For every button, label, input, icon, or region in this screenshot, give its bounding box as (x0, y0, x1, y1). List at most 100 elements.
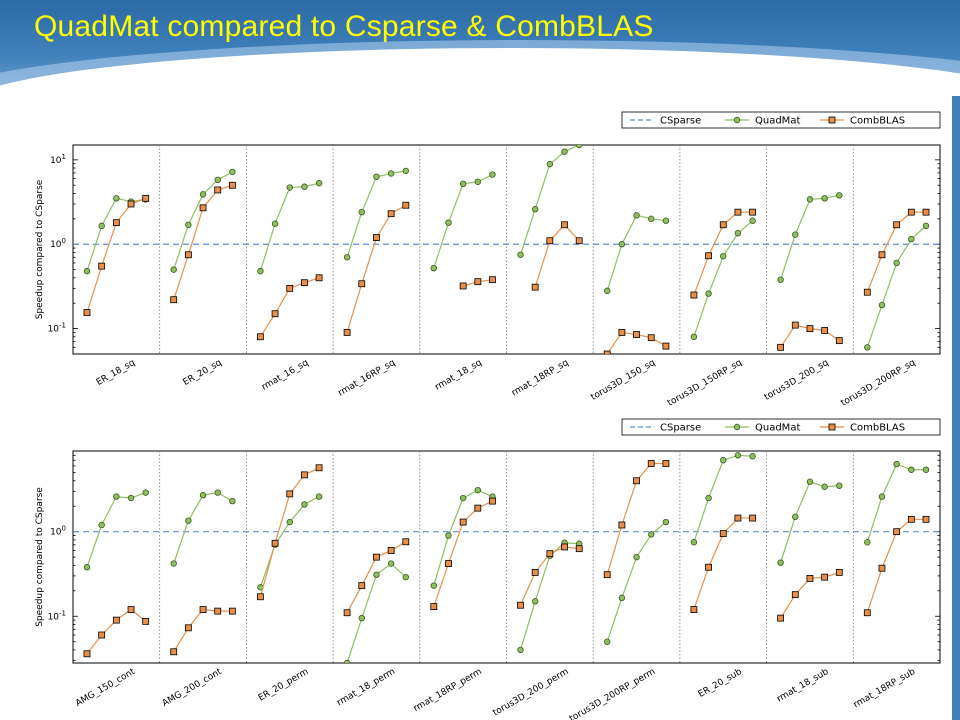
quadmat-point (199, 191, 207, 198)
x-category-label: rmat_18RP_sq (510, 358, 570, 399)
combblas-point (517, 601, 524, 609)
y-tick-exponent: 1 (62, 153, 66, 161)
combblas-line-rmat_18RP_sq (534, 223, 580, 288)
quadmat-point (604, 287, 611, 295)
combblas-point (893, 528, 901, 536)
quadmat-point (648, 531, 655, 538)
combblas-point (402, 538, 410, 546)
combblas-point (734, 208, 742, 216)
quadmat-point (170, 266, 177, 273)
y-tick-exponent: -1 (59, 322, 66, 330)
combblas-point (228, 181, 236, 189)
combblas-point (633, 477, 640, 485)
combblas-point (531, 569, 539, 576)
quadmat-point (301, 183, 308, 190)
x-category-label: rmat_16RP_sq (337, 358, 397, 399)
combblas-point (806, 575, 814, 582)
legend-combblas-marker (828, 116, 836, 124)
combblas-point (184, 624, 192, 632)
combblas-point (387, 547, 395, 554)
right-accent-bar (952, 96, 960, 720)
quadmat-point (908, 466, 915, 473)
quadmat-point (705, 290, 712, 297)
quadmat-point (893, 259, 900, 267)
combblas-point (271, 539, 279, 547)
quadmat-point (720, 253, 727, 260)
quadmat-point (315, 179, 323, 187)
combblas-point (214, 186, 222, 194)
combblas-point (835, 569, 843, 576)
combblas-point (907, 515, 915, 523)
quadmat-point (546, 160, 554, 168)
legend-box (621, 418, 941, 436)
quadmat-point (358, 208, 365, 216)
combblas-point (199, 606, 207, 613)
combblas-point (749, 208, 756, 216)
y-axis-label: Speedup compared to CSparse (35, 487, 45, 627)
combblas-point (489, 497, 496, 505)
y-tick-exponent: 0 (62, 237, 66, 245)
quadmat-point (343, 254, 351, 261)
combblas-point (170, 296, 178, 304)
quadmat-point (170, 560, 177, 567)
combblas-point (863, 609, 871, 617)
combblas-point (821, 327, 829, 334)
combblas-point (705, 563, 712, 571)
combblas-point (387, 210, 395, 218)
combblas-point (358, 280, 366, 288)
combblas-point (98, 262, 106, 270)
quadmat-point (821, 483, 828, 490)
combblas-point (343, 609, 351, 617)
quadmat-point (214, 176, 221, 184)
combblas-point (618, 521, 626, 529)
combblas-point (184, 251, 192, 259)
combblas-point (749, 514, 756, 522)
legend-label: QuadMat (755, 423, 800, 434)
combblas-point (474, 504, 482, 512)
quadmat-point (343, 659, 351, 663)
quadmat-point (373, 571, 380, 578)
slide-title: QuadMat compared to Csparse & CombBLAS (34, 10, 654, 43)
quadmat-point (83, 564, 91, 571)
combblas-point (791, 321, 799, 329)
combblas-point (907, 208, 915, 216)
quadmat-point (576, 145, 583, 149)
quadmat-point (633, 553, 640, 561)
quadmat-point (806, 478, 814, 485)
quadmat-point (358, 614, 365, 622)
legend-quadmat-marker (733, 423, 741, 431)
x-category-label: ER_18_sq (95, 358, 137, 388)
x-category-label: AMG_200_cont (161, 667, 224, 709)
y-tick-label: 100 (50, 237, 66, 250)
quadmat-point (98, 521, 105, 529)
quadmat-point (286, 184, 293, 191)
quadmat-point (749, 453, 756, 460)
combblas-point (603, 350, 611, 354)
combblas-point (690, 291, 698, 299)
legend-label: QuadMat (755, 116, 800, 127)
quadmat-point (922, 466, 930, 473)
combblas-point (286, 490, 294, 498)
quadmat-point (690, 539, 698, 546)
combblas-point (618, 329, 626, 336)
quadmat-point (792, 513, 799, 521)
quadmat-point (734, 230, 742, 237)
quadmat-point (445, 532, 452, 539)
combblas-point (199, 204, 207, 212)
quadmat-point (430, 582, 437, 589)
quadmat-point (373, 173, 380, 180)
quadmat-point (633, 212, 640, 219)
combblas-point (777, 343, 784, 351)
quadmat-point (604, 638, 611, 645)
combblas-point (561, 543, 568, 551)
combblas-point (791, 591, 799, 599)
combblas-point (142, 617, 150, 625)
x-category-label: ER_20_sq (182, 358, 224, 388)
y-tick-label: 10-1 (48, 609, 66, 622)
x-category-label: torus3D_200RP_perm (568, 667, 657, 720)
quadmat-point (127, 494, 135, 502)
combblas-point (83, 650, 91, 658)
quadmat-point (113, 195, 120, 202)
combblas-point (835, 337, 843, 345)
legend-combblas-marker (828, 423, 836, 431)
